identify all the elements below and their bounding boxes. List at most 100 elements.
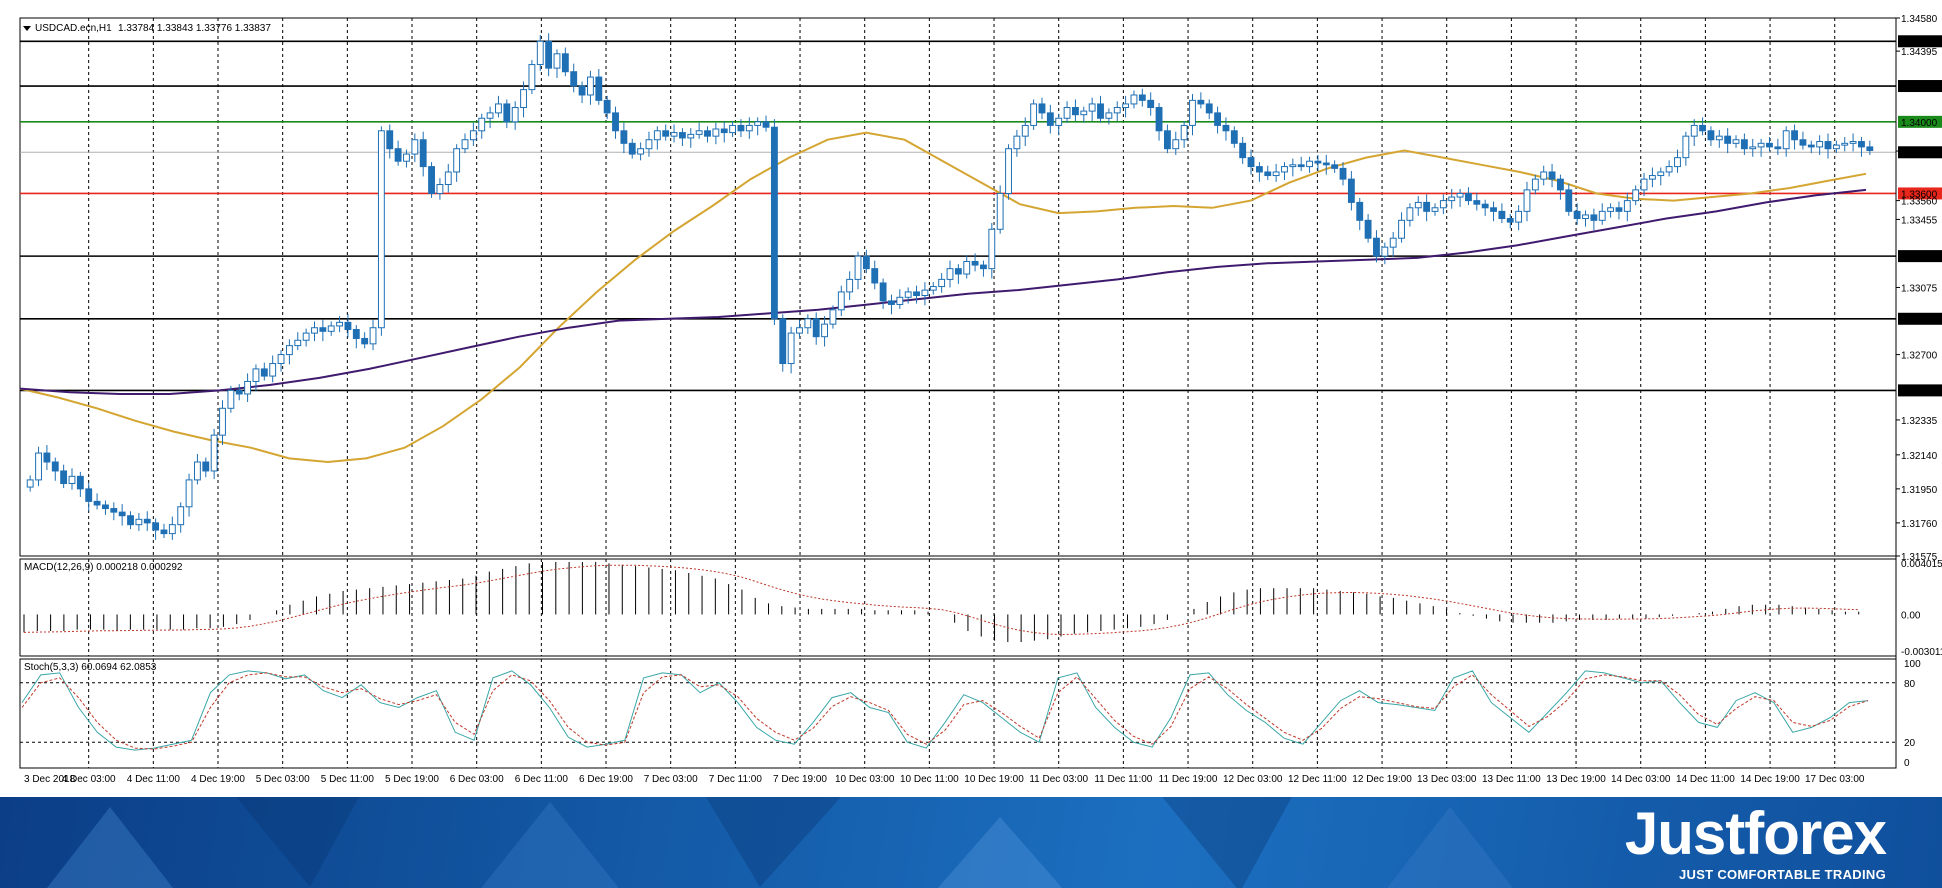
candle-bullish	[1816, 141, 1824, 148]
candle-bullish	[1623, 200, 1631, 212]
candle-bullish	[996, 192, 1004, 230]
candle-bullish	[1523, 189, 1531, 212]
macd-signal-line	[23, 564, 1859, 636]
candle-bearish	[1556, 178, 1564, 191]
candle-bearish	[1038, 103, 1046, 114]
candle-bearish	[678, 132, 686, 139]
candle-bullish	[1381, 246, 1389, 257]
candle-bullish	[1657, 171, 1665, 177]
candle-bearish	[1230, 130, 1238, 144]
candle-bearish	[428, 166, 435, 194]
candle-bullish	[829, 309, 837, 325]
candle-bearish	[1155, 107, 1163, 132]
candle-bullish	[1515, 210, 1523, 223]
candle-bullish	[1088, 103, 1096, 112]
candle-bearish	[1774, 146, 1782, 150]
candle-bearish	[1473, 200, 1481, 205]
candle-bullish	[754, 121, 762, 126]
candle-bullish	[896, 296, 904, 305]
candle-bullish	[1414, 201, 1422, 209]
x-tick-label: 7 Dec 03:00	[644, 774, 698, 785]
candle-bullish	[1122, 103, 1130, 109]
candle-bearish	[1699, 124, 1707, 132]
candle-bearish	[76, 475, 84, 490]
candle-bearish	[620, 130, 628, 144]
candle-bearish	[1297, 164, 1305, 168]
candle-bullish	[469, 130, 477, 141]
candle-bearish	[1205, 103, 1213, 114]
x-tick-label: 6 Dec 11:00	[515, 774, 569, 785]
candle-bearish	[1465, 192, 1472, 202]
candle-bearish	[1364, 219, 1372, 239]
candle-bullish	[35, 452, 42, 481]
candle-bearish	[1138, 94, 1146, 101]
x-tick-label: 7 Dec 19:00	[773, 774, 827, 785]
candle-bearish	[879, 282, 887, 302]
candle-bearish	[1255, 166, 1263, 173]
candle-bullish	[1055, 117, 1063, 126]
candle-bullish	[1665, 166, 1673, 173]
candle-bearish	[862, 255, 870, 270]
candle-bullish	[277, 354, 285, 365]
symbol-label: USDCAD.ecn,H1	[35, 23, 112, 34]
candle-bearish	[503, 103, 511, 123]
macd-tick-label: -0.003011	[1901, 647, 1942, 658]
candle-bullish	[252, 368, 260, 382]
candle-bullish	[787, 332, 795, 365]
y-tick-label: 1.32335	[1901, 416, 1938, 427]
candle-bearish	[1373, 237, 1380, 257]
candle-bearish	[1347, 178, 1355, 203]
x-tick-label: 12 Dec 11:00	[1288, 774, 1347, 785]
stoch-main-line	[21, 670, 1869, 751]
candle-bullish	[227, 389, 235, 409]
x-tick-label: 14 Dec 11:00	[1676, 774, 1735, 785]
candle-bullish	[68, 475, 76, 484]
candle-bullish	[1540, 171, 1548, 180]
candle-bearish	[1222, 124, 1230, 132]
candle-bearish	[704, 130, 711, 137]
candle-bullish	[285, 345, 293, 356]
candle-bearish	[60, 470, 68, 484]
y-tick-label: 1.33455	[1901, 215, 1938, 226]
candle-bullish	[327, 325, 335, 332]
candle-bearish	[1615, 207, 1623, 212]
candle-bullish	[988, 228, 996, 270]
candle-bullish	[946, 268, 954, 280]
level-price-box	[1898, 115, 1942, 128]
candle-bearish	[1214, 112, 1222, 126]
candle-bullish	[453, 148, 461, 173]
candle-bullish	[269, 363, 277, 377]
candle-bullish	[336, 321, 344, 327]
candle-bullish	[687, 133, 695, 139]
candle-bearish	[85, 488, 93, 502]
candle-bearish	[1824, 141, 1832, 150]
candle-bearish	[43, 452, 51, 463]
collapse-triangle-icon[interactable]	[23, 26, 31, 31]
candle-bullish	[1431, 207, 1439, 212]
x-tick-label: 5 Dec 03:00	[256, 774, 310, 785]
macd-tick-label: 0.004015	[1901, 559, 1942, 570]
x-tick-label: 5 Dec 11:00	[321, 774, 375, 785]
candle-bearish	[319, 327, 327, 332]
panel-frame-2	[19, 558, 1897, 657]
candle-bearish	[1766, 142, 1773, 148]
candle-bullish	[1598, 210, 1606, 221]
candle-bullish	[1456, 192, 1464, 198]
candle-bullish	[553, 53, 561, 69]
level-price-box	[1898, 35, 1942, 48]
candle-bearish	[1331, 164, 1339, 169]
candle-bullish	[1021, 124, 1029, 137]
candle-bearish	[1548, 171, 1556, 180]
y-tick-label: 1.34580	[1901, 14, 1938, 25]
x-tick-label: 4 Dec 11:00	[127, 774, 181, 785]
candle-bullish	[1607, 207, 1615, 212]
candle-bullish	[1172, 139, 1180, 150]
candles	[26, 33, 1874, 540]
candle-bearish	[102, 504, 109, 510]
candle-bullish	[436, 184, 444, 194]
candle-bullish	[1674, 157, 1681, 168]
candle-bearish	[595, 76, 603, 101]
level-price-label: 1.34000	[1901, 118, 1938, 129]
candle-bullish	[1113, 107, 1121, 114]
